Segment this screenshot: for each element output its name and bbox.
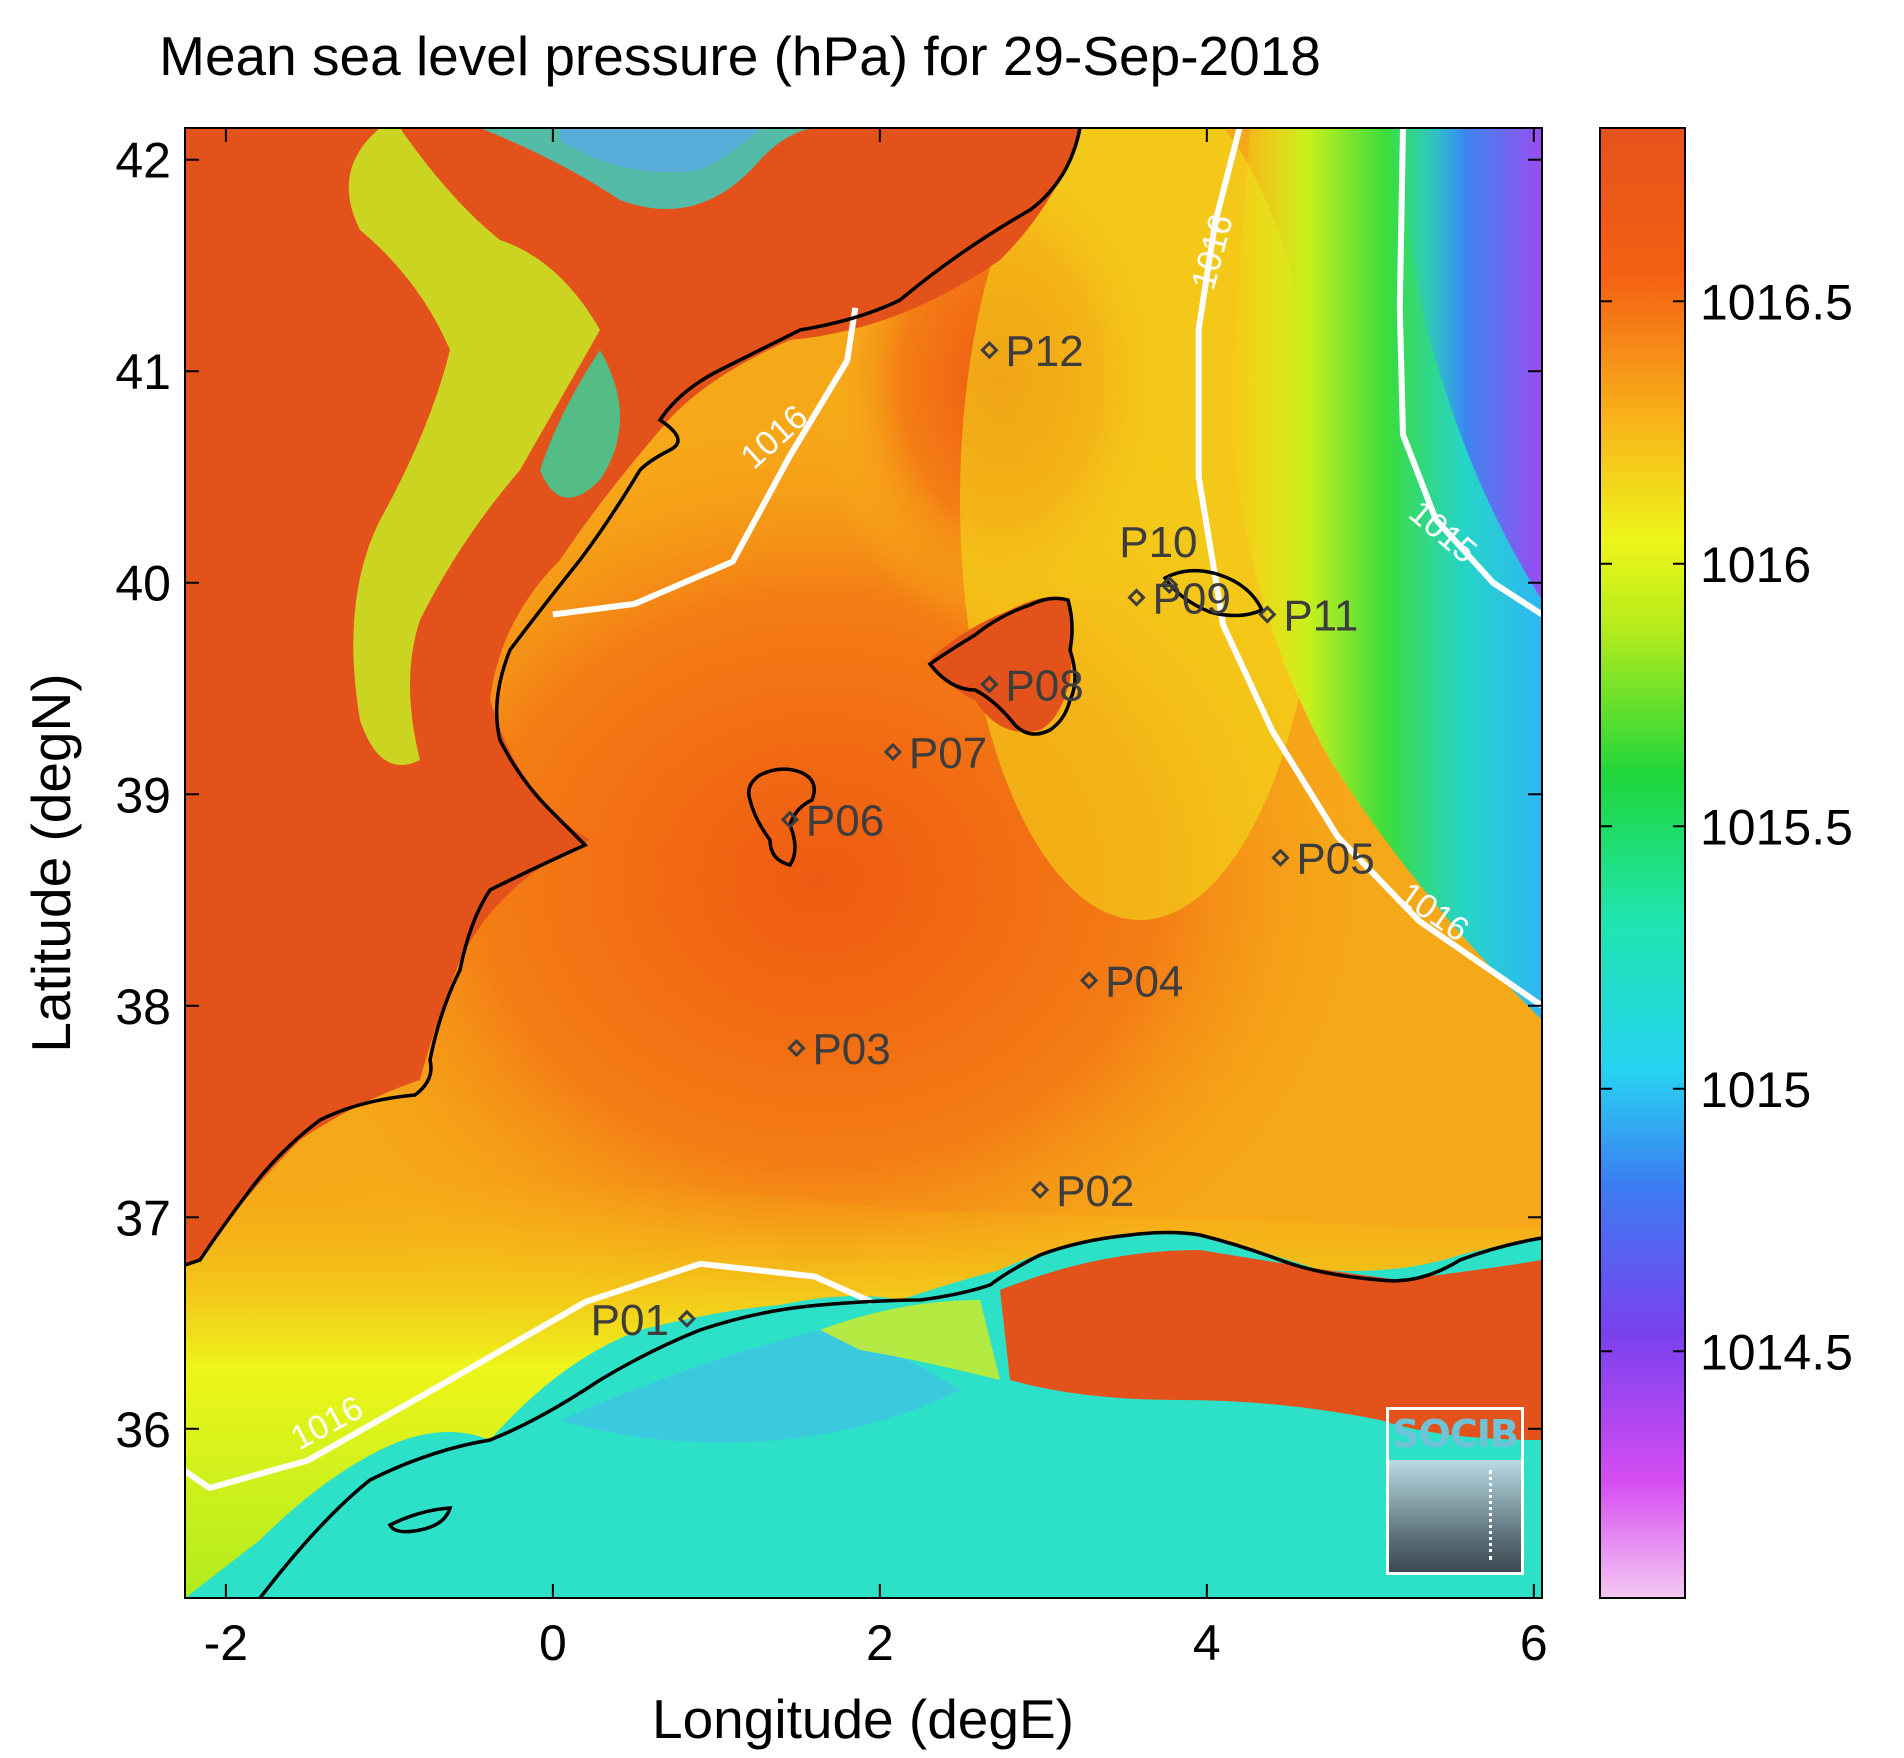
station-marker-icon: [787, 1038, 806, 1058]
station-marker-icon: [1160, 575, 1179, 594]
x-tick-label: 0: [539, 1615, 567, 1671]
colorbar-tick-label: 1015.5: [1700, 799, 1853, 855]
y-tick-label: 40: [115, 556, 171, 612]
colorbar-tick-label: 1016.5: [1700, 274, 1853, 330]
y-tick-label: 38: [115, 979, 171, 1035]
isobar-lines: [185, 128, 1542, 1491]
y-tick-label: 39: [115, 767, 171, 823]
colorbar-tick-label: 1015: [1700, 1062, 1811, 1118]
y-tick-label: 36: [115, 1402, 171, 1458]
station-label: P10: [1119, 518, 1197, 567]
station-label: P06: [806, 797, 884, 846]
y-axis-ticks: 36 37 38 39 40 41 42: [115, 133, 1542, 1458]
page-title: Mean sea level pressure (hPa) for 29-Sep…: [159, 25, 1321, 87]
y-axis-label: Latitude (degN): [20, 673, 82, 1052]
colorbar-tick-label: 1016: [1700, 537, 1811, 593]
x-axis-label: Longitude (degE): [652, 1688, 1074, 1750]
station-marker-icon: [883, 742, 903, 762]
station-marker-icon: [980, 340, 999, 360]
colorbar-tick-label: 1014.5: [1700, 1324, 1853, 1380]
isobar-line: [552, 307, 859, 618]
logo-seascape: [1389, 1460, 1521, 1572]
pressure-field: [185, 128, 1542, 1598]
y-tick-label: 42: [115, 133, 171, 189]
x-tick-label: 6: [1520, 1615, 1548, 1671]
y-tick-label: 41: [115, 344, 171, 400]
station-label: P08: [1005, 661, 1083, 710]
station-marker-icon: [677, 1309, 697, 1328]
station-label: P07: [909, 729, 987, 778]
x-axis-ticks: -2 0 2 4 6: [204, 128, 1548, 1671]
station-marker-icon: [1079, 971, 1099, 990]
x-tick-label: 4: [1193, 1615, 1221, 1671]
socib-logo: SOCIB: [1386, 1407, 1524, 1575]
station-label: P11: [1283, 591, 1358, 640]
colorbar: [1599, 127, 1686, 1599]
y-tick-label: 37: [115, 1190, 171, 1246]
station-label: P01: [591, 1296, 669, 1345]
station-label: P12: [1005, 327, 1083, 376]
x-tick-label: 2: [866, 1615, 894, 1671]
coastline: [185, 128, 1542, 1598]
station-marker-icon: [1127, 588, 1146, 607]
station-label: P05: [1296, 835, 1374, 884]
station-marker-icon: [1030, 1180, 1050, 1199]
logo-buoy-mark: [1489, 1470, 1492, 1560]
station-label: P03: [812, 1025, 890, 1074]
isobar-line: [1396, 128, 1542, 618]
x-tick-label: -2: [204, 1615, 248, 1671]
plot-frame: [184, 127, 1543, 1599]
station-marker-icon: [980, 675, 999, 694]
colorbar-ticks: 1014.5 1015 1015.5 1016 1016.5: [1600, 274, 1853, 1380]
station-marker-icon: [1258, 605, 1277, 624]
isobar-line: [185, 1260, 873, 1491]
station-marker-icon: [1271, 848, 1290, 867]
station-label: P04: [1105, 957, 1183, 1006]
logo-text: SOCIB: [1392, 1412, 1519, 1456]
isobar-line: [1195, 128, 1542, 1009]
station-label: P02: [1056, 1167, 1134, 1216]
station-marker-icon: [780, 810, 800, 829]
